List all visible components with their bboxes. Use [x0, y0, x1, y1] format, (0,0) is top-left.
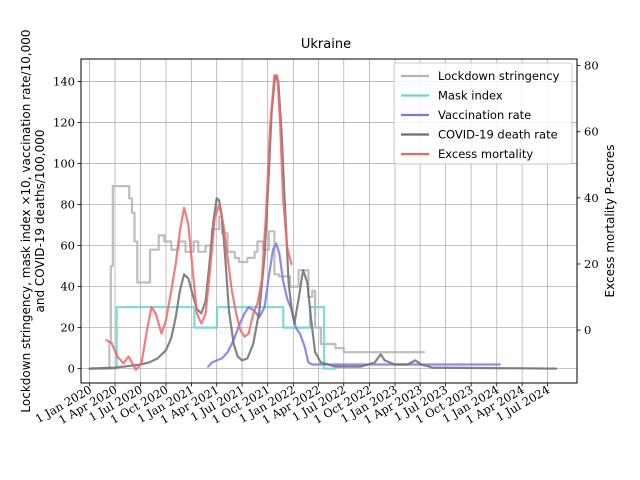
- left-tick-label: 20: [60, 321, 75, 335]
- left-tick-label: 60: [60, 239, 75, 253]
- grid-lines: [81, 59, 577, 383]
- legend-label: Vaccination rate: [438, 108, 531, 122]
- right-tick-label: 0: [584, 323, 591, 337]
- left-tick-label: 0: [68, 362, 75, 376]
- right-axis-ticks: 0 20 40 60 80: [577, 59, 599, 337]
- right-tick-label: 80: [584, 59, 599, 73]
- left-tick-label: 120: [53, 116, 75, 130]
- right-axis-label: Excess mortality P-scores: [603, 145, 617, 298]
- legend-label: Mask index: [438, 89, 503, 103]
- plot-series: [88, 74, 558, 371]
- left-tick-label: 40: [60, 280, 75, 294]
- series-line-covid-19-death-rate: [88, 74, 558, 370]
- legend-label: COVID-19 death rate: [438, 128, 558, 142]
- left-tick-label: 140: [53, 75, 75, 89]
- left-axis-label-line1: Lockdown stringency, mask index ×10, vac…: [19, 29, 33, 412]
- series-line-vaccination-rate: [207, 242, 501, 368]
- legend: Lockdown stringency Mask index Vaccination…: [393, 62, 573, 165]
- legend-label: Lockdown stringency: [438, 69, 560, 83]
- series-line-excess-mortality: [105, 74, 293, 371]
- left-axis-ticks: 0 20 40 60 80 100 120 140: [53, 75, 81, 376]
- right-tick-label: 40: [584, 191, 599, 205]
- right-tick-label: 60: [584, 125, 599, 139]
- right-tick-label: 20: [584, 257, 599, 271]
- left-tick-label: 100: [53, 157, 75, 171]
- chart-title: Ukraine: [301, 37, 351, 52]
- plot-frame: [80, 58, 578, 384]
- legend-label: Excess mortality: [438, 147, 533, 161]
- legend-box: [393, 62, 573, 165]
- series-line-lockdown-stringency: [88, 185, 426, 370]
- left-tick-label: 80: [60, 198, 75, 212]
- left-axis-label-line2: and COVID-19 deaths/100,000: [33, 130, 47, 313]
